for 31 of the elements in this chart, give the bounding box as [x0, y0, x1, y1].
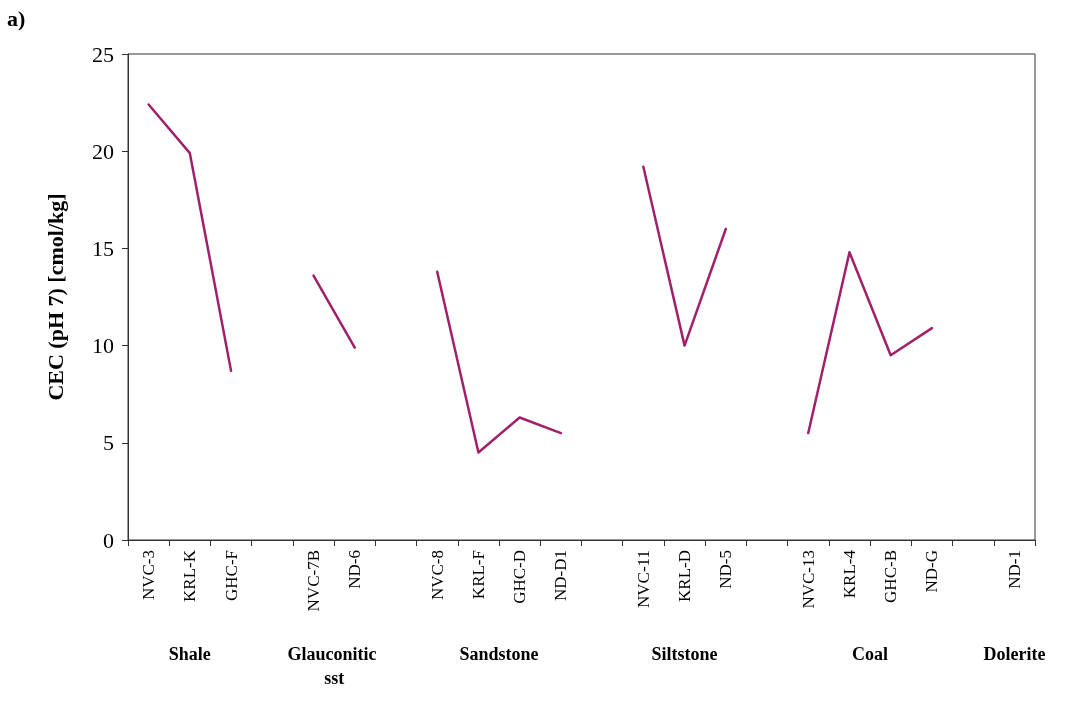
x-tick-label: KRL-4 — [839, 549, 859, 599]
x-tick-label: ND-1 — [1004, 550, 1024, 589]
text: Sandstone — [459, 644, 539, 664]
y-axis-title: CEC (pH 7) [cmol/kg] — [42, 193, 68, 401]
x-tick-label: GHC-D — [510, 550, 530, 604]
chart-title: a) — [7, 5, 26, 31]
text: Glauconitic sst — [287, 644, 381, 688]
y-tick-label: 0 — [103, 527, 114, 553]
x-tick-label: KRL-D — [675, 550, 695, 602]
x-tick-label: GHC-F — [221, 550, 241, 602]
x-tick-label: NVC-13 — [798, 550, 818, 609]
text: Siltstone — [651, 644, 718, 664]
x-tick-label: ND-5 — [716, 550, 736, 589]
x-tick-label: ND-6 — [345, 550, 365, 589]
x-tick-label: NVC-8 — [427, 550, 447, 601]
x-tick-label: ND-D1 — [551, 550, 571, 601]
x-tick-label: KRL-F — [468, 550, 488, 600]
x-tick-label: NVC-11 — [633, 550, 653, 608]
y-tick-label: 25 — [92, 41, 114, 67]
text: Coal — [852, 644, 889, 664]
text: Dolerite — [983, 644, 1046, 664]
x-tick-label: GHC-B — [881, 550, 901, 603]
y-tick-label: 5 — [103, 430, 114, 456]
x-tick-label: NVC-3 — [139, 550, 159, 601]
x-tick-label: NVC-7B — [304, 550, 324, 612]
x-tick-label: KRL-K — [180, 549, 200, 602]
y-tick-label: 15 — [92, 235, 114, 261]
text: Shale — [168, 644, 211, 664]
x-tick-label: ND-G — [922, 550, 942, 593]
y-tick-label: 10 — [92, 333, 114, 359]
y-tick-label: 20 — [92, 138, 114, 164]
